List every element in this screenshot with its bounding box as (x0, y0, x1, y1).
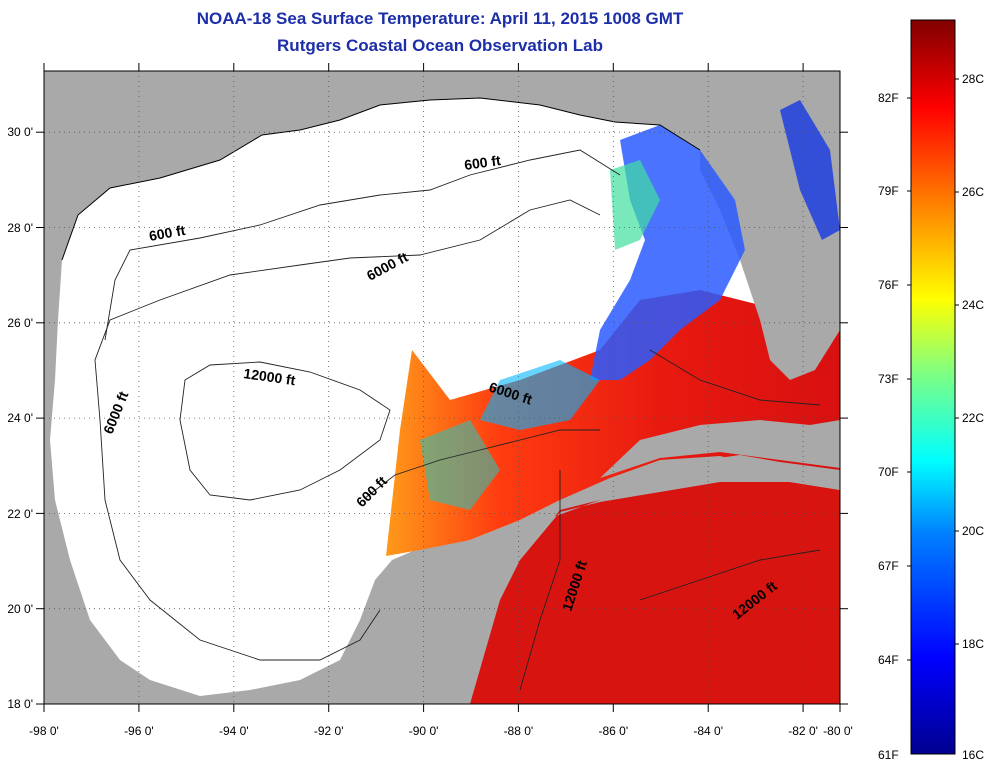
colorbar-label-f: 64F (878, 653, 899, 667)
colorbar-label-f: 82F (878, 91, 899, 105)
colorbar-label-f: 73F (878, 372, 899, 386)
colorbar-label-c: 22C (962, 411, 985, 425)
colorbar-label-c: 16C (962, 748, 985, 762)
lon-tick-label: -98 0' (29, 724, 59, 738)
lat-tick-label: 28 0' (7, 221, 33, 235)
yucatan-land (520, 455, 840, 560)
lat-tick-label: 22 0' (7, 507, 33, 521)
colorbar-ticks (907, 78, 959, 661)
sst-data-patch-cyan (480, 360, 600, 430)
colorbar-label-c: 24C (962, 298, 985, 312)
cuba-land (600, 420, 840, 478)
lon-tick-label: -92 0' (314, 724, 344, 738)
contour-label: 600 ft (463, 152, 502, 173)
colorbar-label-f: 76F (878, 278, 899, 292)
lon-tick-label: -96 0' (124, 724, 154, 738)
lon-tick-label: -84 0' (693, 724, 723, 738)
lat-tick-label: 30 0' (7, 125, 33, 139)
sst-data-atlantic-coast (780, 100, 840, 240)
lon-tick-label: -80 0' (823, 724, 853, 738)
lat-tick-label: 24 0' (7, 411, 33, 425)
graticule (44, 71, 840, 704)
lat-tick-label: 18 0' (7, 697, 33, 711)
caribbean-water (470, 480, 840, 704)
lon-tick-label: -86 0' (598, 724, 628, 738)
sst-data-patch-green (610, 160, 660, 250)
colorbar-label-c: 28C (962, 72, 985, 86)
colorbar-label-c: 26C (962, 185, 985, 199)
colorbar (910, 19, 956, 755)
contour-label: 600 ft (148, 222, 187, 244)
map-frame (43, 70, 841, 705)
colorbar-label-c: 20C (962, 524, 985, 538)
sst-data-swath-warm (386, 290, 840, 556)
map-title: NOAA-18 Sea Surface Temperature: April 1… (196, 9, 684, 28)
axis-ticks (36, 63, 848, 712)
colorbar-label-f: 67F (878, 559, 899, 573)
lat-tick-label: 26 0' (7, 316, 33, 330)
colorbar-label-f: 79F (878, 184, 899, 198)
lon-tick-label: -90 0' (409, 724, 439, 738)
lon-tick-label: -94 0' (219, 724, 249, 738)
contour-label: 12000 ft (243, 365, 297, 388)
lon-tick-label: -82 0' (788, 724, 818, 738)
colorbar-label-f: 61F (878, 748, 899, 762)
colorbar-label-f: 70F (878, 465, 899, 479)
colorbar-label-c: 18C (962, 637, 985, 651)
map-subtitle: Rutgers Coastal Ocean Observation Lab (277, 36, 603, 55)
lat-tick-label: 20 0' (7, 602, 33, 616)
bathymetry-contours (94, 149, 821, 691)
sst-data-patch-teal (420, 420, 500, 510)
gulf-coastline (61, 97, 701, 261)
lon-tick-label: -88 0' (504, 724, 534, 738)
